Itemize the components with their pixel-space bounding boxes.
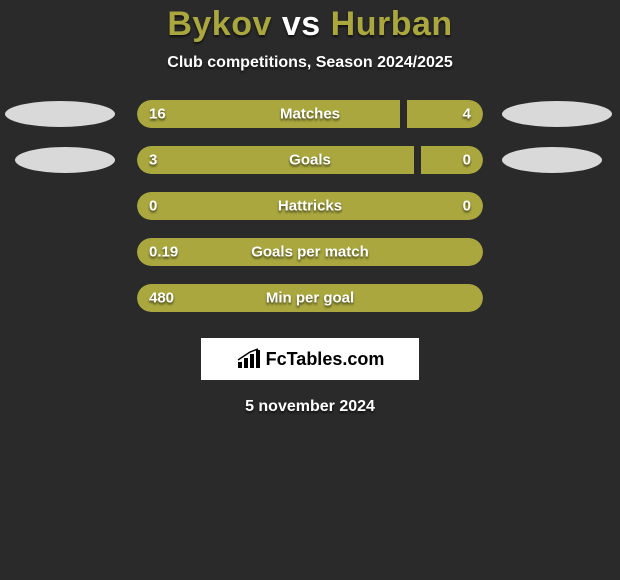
stat-label: Matches [280,106,340,123]
left-value: 0.19 [149,244,178,261]
stat-label: Goals per match [251,244,369,261]
stat-label: Goals [289,152,331,169]
stat-bar: 0 0 Hattricks [137,192,483,220]
stat-row: 0 0 Hattricks [0,192,620,220]
stat-row: 0.19 Goals per match [0,238,620,266]
player-oval-right [502,147,602,173]
stat-row: 480 Min per goal [0,284,620,312]
stat-label: Hattricks [278,198,342,215]
player-oval-right [502,101,612,127]
stat-label: Min per goal [266,290,354,307]
player-oval-left [5,101,115,127]
stat-bar: 480 Min per goal [137,284,483,312]
bar-left [137,146,414,174]
player2-name: Hurban [331,5,453,43]
stat-bar: 16 4 Matches [137,100,483,128]
stat-row: 3 0 Goals [0,146,620,174]
brand-box: FcTables.com [201,338,419,380]
bar-right [421,146,483,174]
player-oval-left [15,147,115,173]
subtitle: Club competitions, Season 2024/2025 [167,54,452,72]
right-value: 0 [463,198,471,215]
left-value: 0 [149,198,157,215]
left-value: 480 [149,290,174,307]
title: Bykov vs Hurban [167,5,452,44]
date: 5 november 2024 [245,398,375,416]
stat-bar: 0.19 Goals per match [137,238,483,266]
right-value: 4 [463,106,471,123]
right-value: 0 [463,152,471,169]
stats-area: 16 4 Matches 3 0 Goals 0 0 Hattricks 0.19 Goals pe… [0,100,620,330]
player1-name: Bykov [167,5,272,43]
stat-bar: 3 0 Goals [137,146,483,174]
bar-right [407,100,483,128]
chart-bar-icon [236,348,262,370]
stat-row: 16 4 Matches [0,100,620,128]
left-value: 3 [149,152,157,169]
infographic-container: Bykov vs Hurban Club competitions, Seaso… [0,0,620,580]
bar-left [137,100,400,128]
left-value: 16 [149,106,166,123]
vs-text: vs [282,5,321,43]
brand-text: FcTables.com [266,349,385,370]
